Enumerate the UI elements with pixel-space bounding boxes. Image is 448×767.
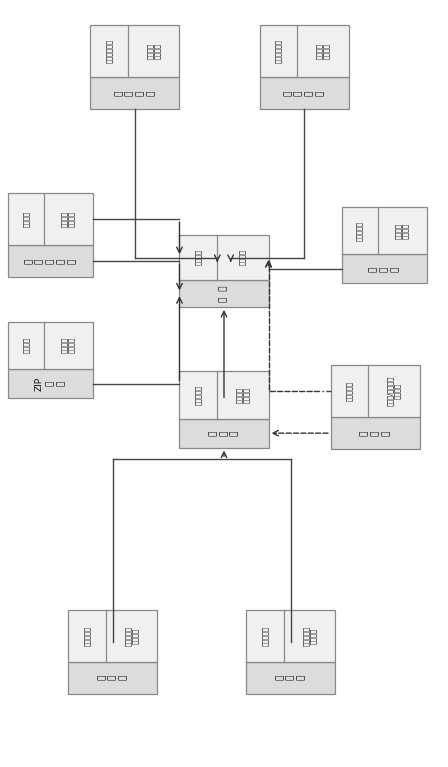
- Text: 母线标识
其他参数: 母线标识 其他参数: [395, 222, 409, 239]
- Bar: [8, 193, 93, 245]
- Text: 调
速
器: 调 速 器: [276, 675, 306, 680]
- Bar: [331, 417, 420, 449]
- Text: 电
动
机
负
荷: 电 动 机 负 荷: [24, 258, 76, 264]
- Bar: [68, 610, 157, 662]
- Text: 发
电
机: 发 电 机: [209, 430, 239, 436]
- Text: 励
磁
器: 励 磁 器: [98, 675, 128, 680]
- Text: 母线标识
其他参数: 母线标识 其他参数: [61, 211, 75, 227]
- Bar: [342, 207, 426, 255]
- Bar: [260, 25, 349, 77]
- Text: 变
压
器: 变 压 器: [369, 266, 400, 272]
- Text: 交流线路标识: 交流线路标识: [106, 39, 112, 63]
- Text: 母  线: 母 线: [220, 285, 228, 301]
- Text: ZIP
负
荷: ZIP 负 荷: [35, 377, 65, 390]
- Text: 母线标识
其他参数: 母线标识 其他参数: [61, 337, 75, 354]
- Text: 直
流
线
路: 直 流 线 路: [284, 91, 325, 96]
- Text: 发电机标识
其他参数: 发电机标识 其他参数: [125, 626, 138, 646]
- Bar: [342, 255, 426, 283]
- Text: 发电机标识
其他参数: 发电机标识 其他参数: [302, 626, 316, 646]
- Bar: [246, 662, 335, 693]
- Text: 新
设
备: 新 设 备: [360, 430, 391, 436]
- Text: 母线标识
其他参数: 母线标识 其他参数: [147, 43, 160, 59]
- Bar: [180, 279, 268, 307]
- Bar: [246, 610, 335, 662]
- Bar: [8, 369, 93, 398]
- Text: 母线标识
其他参数: 母线标识 其他参数: [236, 387, 250, 403]
- Text: 负荷标识: 负荷标识: [22, 337, 29, 354]
- Bar: [8, 321, 93, 369]
- Text: 励磁器标识: 励磁器标识: [84, 626, 90, 646]
- Bar: [180, 419, 268, 448]
- Text: 新设备标识: 新设备标识: [346, 381, 353, 401]
- Bar: [331, 365, 420, 417]
- Text: 母线标识: 母线标识: [195, 249, 202, 265]
- Text: 直流线路标识: 直流线路标识: [275, 39, 282, 63]
- Text: 其他参数: 其他参数: [239, 249, 246, 265]
- Text: 母线标识
其他参数: 母线标识 其他参数: [316, 43, 330, 59]
- Text: 调速器标识: 调速器标识: [262, 626, 268, 646]
- Text: 负荷标识: 负荷标识: [22, 211, 29, 227]
- Text: 变压器标识: 变压器标识: [357, 221, 363, 241]
- Bar: [68, 662, 157, 693]
- Text: 发电机/母线标识
其他参数: 发电机/母线标识 其他参数: [387, 376, 401, 407]
- Bar: [8, 245, 93, 277]
- Bar: [180, 235, 268, 279]
- Bar: [90, 77, 180, 109]
- Text: 发电机标识: 发电机标识: [195, 385, 202, 405]
- Bar: [260, 77, 349, 109]
- Bar: [180, 371, 268, 419]
- Text: 交
流
线
路: 交 流 线 路: [114, 91, 155, 96]
- Bar: [90, 25, 180, 77]
